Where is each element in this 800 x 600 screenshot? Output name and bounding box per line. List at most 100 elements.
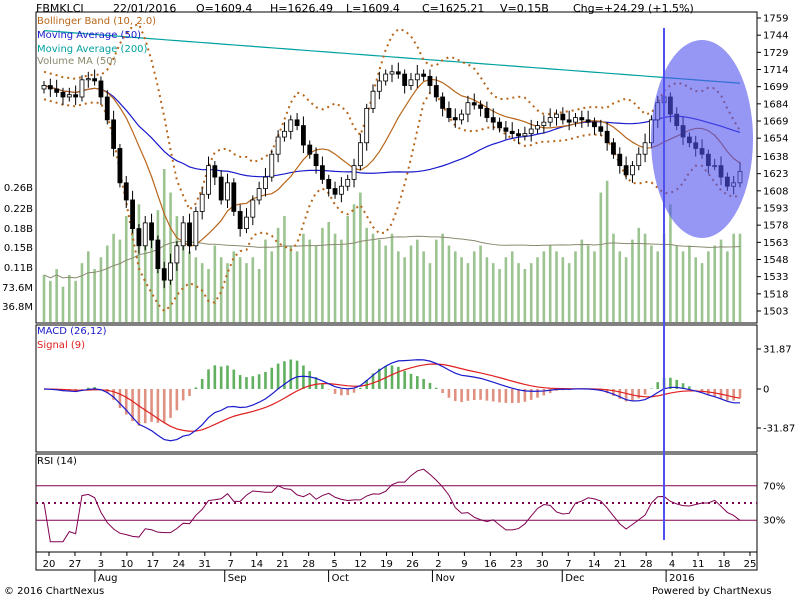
macd-histogram-bar bbox=[403, 370, 406, 389]
volume-bar bbox=[112, 233, 115, 322]
candle-body bbox=[199, 193, 205, 212]
x-tick-label: 20 bbox=[43, 559, 56, 570]
volume-bar bbox=[308, 239, 312, 322]
volume-bar bbox=[371, 233, 375, 322]
macd-line bbox=[43, 359, 741, 442]
candle-body bbox=[345, 178, 351, 187]
price-tick-label: 1699 bbox=[763, 82, 788, 93]
macd-histogram-bar bbox=[188, 389, 191, 397]
volume-bar bbox=[403, 257, 406, 322]
candle-body bbox=[547, 117, 553, 123]
volume-bar bbox=[314, 245, 318, 322]
candle-body bbox=[427, 75, 433, 86]
candle-body bbox=[142, 222, 148, 247]
volume-bar bbox=[650, 245, 653, 322]
candle-body bbox=[98, 80, 104, 98]
macd-histogram-bar bbox=[510, 389, 514, 404]
price-tick-label: 1578 bbox=[763, 221, 788, 232]
volume-bar bbox=[188, 251, 191, 322]
volume-bar bbox=[567, 263, 571, 322]
macd-histogram-bar bbox=[637, 389, 641, 399]
volume-bar bbox=[295, 251, 299, 322]
x-tick-label: 25 bbox=[744, 559, 757, 570]
macd-histogram-bar bbox=[238, 375, 242, 389]
macd-histogram-bar bbox=[257, 374, 261, 389]
footer-powered: Powered by ChartNexus bbox=[652, 586, 772, 597]
x-tick-label: 27 bbox=[69, 559, 82, 570]
candle-body bbox=[338, 185, 344, 195]
volume-bar bbox=[599, 192, 603, 322]
volume-bar bbox=[74, 280, 77, 322]
candle-body bbox=[585, 119, 591, 123]
volume-tick-label: 73.6M bbox=[2, 283, 33, 294]
candle-body bbox=[497, 121, 502, 129]
candle-body bbox=[180, 222, 186, 247]
volume-bar bbox=[517, 263, 520, 322]
volume-bar bbox=[726, 251, 729, 322]
macd-histogram-bar bbox=[219, 366, 223, 389]
volume-bar bbox=[333, 233, 337, 322]
volume-bar bbox=[466, 263, 470, 322]
volume-bar bbox=[346, 216, 350, 322]
volume-bar bbox=[283, 216, 286, 322]
volume-bar bbox=[61, 286, 65, 322]
price-tick-label: 1593 bbox=[763, 203, 788, 214]
macd-histogram-bar bbox=[434, 387, 438, 389]
volume-bar bbox=[738, 233, 742, 322]
candle-body bbox=[376, 80, 382, 92]
volume-bar bbox=[213, 245, 217, 322]
month-label: Nov bbox=[435, 573, 455, 584]
macd-histogram-bar bbox=[93, 387, 96, 389]
macd-histogram-bar bbox=[466, 389, 470, 401]
volume-bar bbox=[485, 257, 489, 322]
candle-body bbox=[73, 94, 79, 98]
volume-bar bbox=[340, 239, 343, 322]
volume-bar bbox=[118, 239, 122, 322]
volume-bar bbox=[86, 251, 90, 322]
volume-bar bbox=[700, 263, 704, 322]
volume-bar bbox=[719, 239, 723, 322]
candle-body bbox=[383, 73, 389, 82]
candle-body bbox=[136, 228, 142, 247]
macd-tick-label: 0 bbox=[763, 385, 769, 396]
volume-bar bbox=[378, 239, 381, 322]
candle-body bbox=[288, 119, 294, 132]
header-volume: V=0.15B bbox=[500, 2, 549, 15]
volume-bar bbox=[194, 257, 198, 322]
x-tick-label: 11 bbox=[692, 559, 705, 570]
legend-macd: MACD (26,12) bbox=[37, 326, 107, 337]
macd-histogram-bar bbox=[409, 373, 413, 389]
volume-bar bbox=[669, 204, 672, 322]
candle-body bbox=[503, 127, 509, 132]
volume-bar bbox=[491, 263, 495, 322]
macd-histogram-bar bbox=[264, 371, 267, 389]
volume-bar bbox=[352, 204, 356, 322]
macd-histogram-bar bbox=[232, 369, 236, 389]
candle-body bbox=[155, 239, 161, 270]
volume-bar bbox=[365, 227, 368, 322]
macd-histogram-bar bbox=[276, 363, 280, 389]
volume-bar bbox=[523, 269, 527, 322]
macd-histogram-bar bbox=[289, 359, 293, 389]
x-tick-label: 30 bbox=[536, 559, 549, 570]
volume-bar bbox=[264, 239, 267, 322]
volume-bar bbox=[618, 251, 622, 322]
candle-body bbox=[256, 188, 262, 201]
candle-body bbox=[351, 165, 357, 180]
x-tick-label: 31 bbox=[198, 559, 211, 570]
candle-body bbox=[357, 142, 363, 167]
candle-body bbox=[598, 126, 604, 132]
volume-bar bbox=[321, 227, 324, 322]
macd-histogram-bar bbox=[213, 365, 217, 389]
month-label: Sep bbox=[228, 573, 247, 584]
x-tick-label: 10 bbox=[121, 559, 134, 570]
candle-body bbox=[294, 119, 300, 126]
macd-histogram-bar bbox=[688, 386, 691, 389]
macd-histogram-bar bbox=[283, 361, 286, 389]
volume-bar bbox=[226, 263, 229, 322]
price-tick-label: 1503 bbox=[763, 307, 788, 318]
footer-copyright: © 2016 ChartNexus bbox=[4, 586, 105, 597]
candle-body bbox=[149, 222, 154, 241]
macd-histogram-bar bbox=[643, 389, 647, 395]
